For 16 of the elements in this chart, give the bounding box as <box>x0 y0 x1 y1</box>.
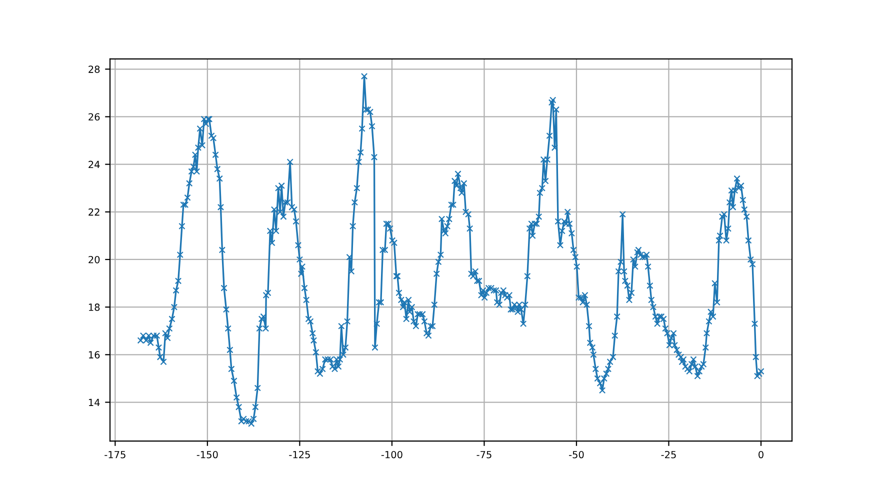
x-tick-label: -25 <box>661 450 676 458</box>
y-tick-label: 16 <box>88 351 100 359</box>
y-tick-label: 14 <box>88 398 100 406</box>
y-tick-label: 22 <box>88 208 100 216</box>
x-tick-label: -100 <box>381 450 402 458</box>
y-tick-label: 20 <box>88 256 100 264</box>
x-tick-label: -175 <box>104 451 126 458</box>
y-tick-label: 24 <box>88 160 100 168</box>
y-tick-label: 26 <box>88 113 100 121</box>
x-tick-label: -50 <box>569 450 584 458</box>
y-tick-label: 18 <box>88 304 100 311</box>
x-tick-label: -150 <box>196 450 218 458</box>
x-tick-label: -125 <box>289 450 310 458</box>
x-tick-label: 0 <box>758 450 764 458</box>
x-tick-label: -75 <box>476 451 492 458</box>
y-tick-label: 28 <box>88 66 100 73</box>
